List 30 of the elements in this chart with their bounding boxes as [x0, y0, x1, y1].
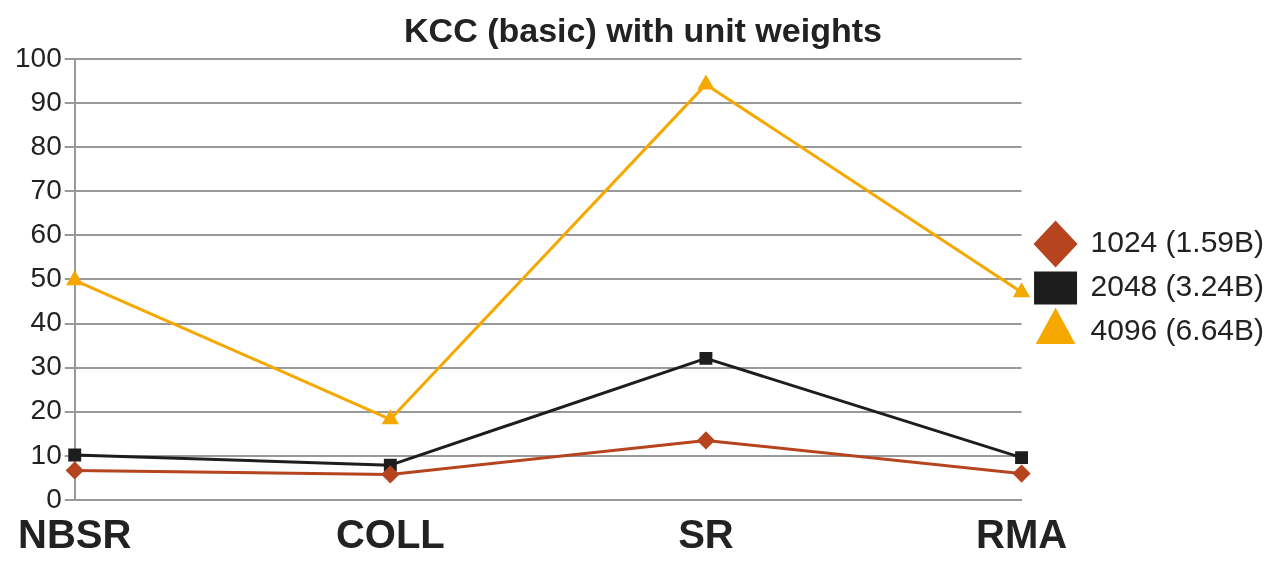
- chart-title: KCC (basic) with unit weights: [404, 10, 882, 49]
- x-tick-label: RMA: [976, 512, 1068, 557]
- x-tick-label: SR: [678, 512, 734, 557]
- y-tick-label: 90: [30, 85, 62, 117]
- legend-label: 1024 (1.59B): [1090, 225, 1264, 259]
- y-tick-label: 70: [30, 173, 62, 205]
- point: [1013, 465, 1031, 483]
- point: [66, 461, 84, 479]
- point: [1015, 451, 1028, 465]
- point: [67, 271, 83, 286]
- y-tick-label: 40: [30, 306, 62, 338]
- y-tick-label: 0: [46, 482, 62, 514]
- y-tick-label: 100: [15, 41, 62, 73]
- y-tick-label: 80: [30, 129, 62, 161]
- point: [68, 448, 82, 462]
- y-tick-label: 20: [30, 394, 62, 426]
- x-tick-label: COLL: [335, 512, 445, 557]
- x-tick-label: NBSR: [18, 512, 132, 557]
- point: [699, 351, 713, 365]
- point: [381, 465, 399, 483]
- y-tick-label: 50: [30, 262, 62, 294]
- y-tick-label: 30: [30, 350, 62, 382]
- legend-label: 4096 (6.64B): [1090, 313, 1264, 347]
- point: [382, 410, 398, 425]
- point: [697, 431, 715, 449]
- y-tick-label: 10: [30, 438, 62, 470]
- y-tick-label: 60: [30, 218, 62, 249]
- point: [698, 75, 714, 90]
- point: [1013, 283, 1030, 298]
- legend-label: 2048 (3.24B): [1090, 269, 1264, 303]
